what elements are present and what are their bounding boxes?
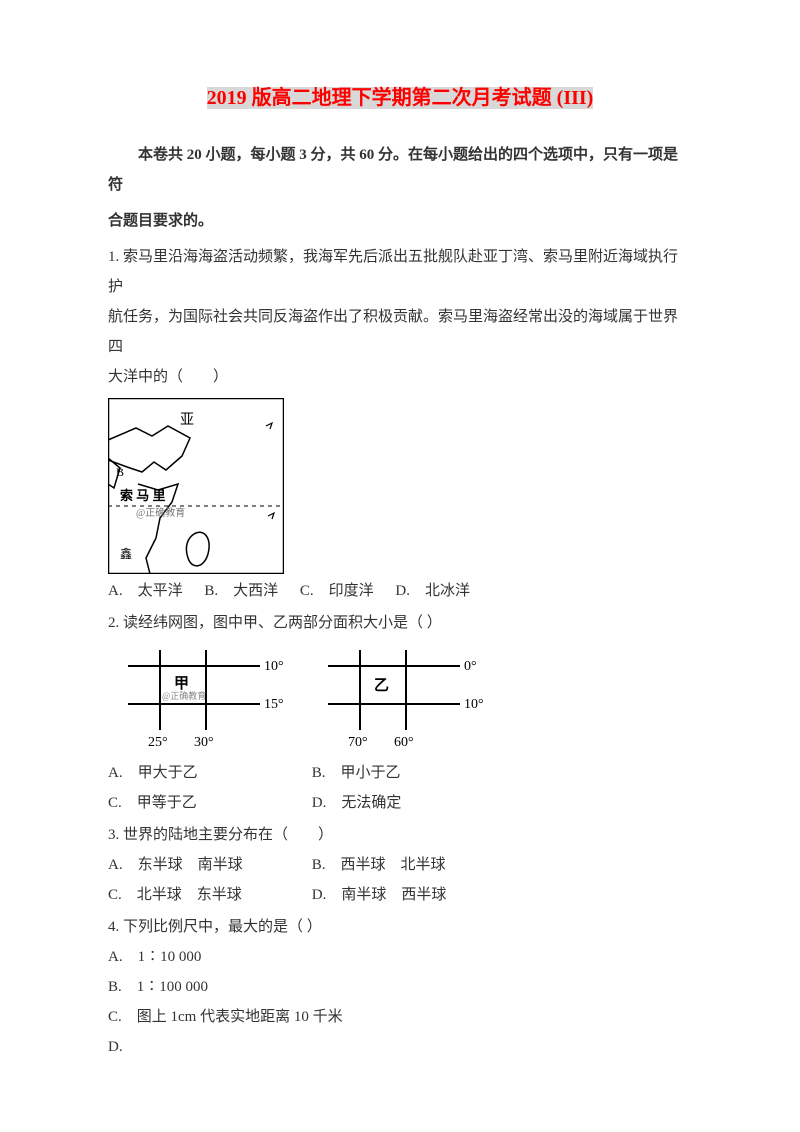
svg-text:10°: 10°	[464, 697, 484, 712]
q2-stem: 2. 读经纬网图，图中甲、乙两部分面积大小是（ ）	[108, 608, 692, 638]
q4-opt-a: A. 1∶10 000	[108, 942, 692, 972]
q1-opt-a: A. 太平洋	[108, 576, 183, 606]
map-svg: B 亚 索 马 里 @正确教育 鑫	[108, 398, 284, 574]
grid-right: 乙 0° 10° 70° 60°	[328, 650, 484, 750]
map-label-somalia: 索 马 里	[120, 488, 166, 503]
q1-opt-b: B. 大西洋	[204, 576, 278, 606]
instructions-line1: 本卷共 20 小题，每小题 3 分，共 60 分。在每小题给出的四个选项中，只有…	[108, 140, 692, 200]
q2-opt-d: D. 无法确定	[312, 788, 402, 818]
svg-text:0°: 0°	[464, 659, 477, 674]
q4-opt-c: C. 图上 1cm 代表实地距离 10 千米	[108, 1002, 692, 1032]
q2-opt-b: B. 甲小于乙	[312, 758, 401, 788]
q1-opt-c: C. 印度洋	[300, 576, 374, 606]
q1-options: A. 太平洋 B. 大西洋 C. 印度洋 D. 北冰洋	[108, 576, 692, 606]
q1-line2: 航任务，为国际社会共同反海盗作出了积极贡献。索马里海盗经常出没的海域属于世界四	[108, 302, 692, 362]
grid-svg: 甲 @正确教育 10° 15° 25° 30° 乙 0° 10° 70° 60°	[108, 644, 488, 754]
q4-opt-d: D.	[108, 1032, 692, 1062]
q3-opt-b: B. 西半球 北半球	[312, 850, 446, 880]
svg-text:30°: 30°	[194, 735, 214, 750]
svg-text:甲: 甲	[174, 675, 189, 692]
q3-stem: 3. 世界的陆地主要分布在（ ）	[108, 820, 692, 850]
title-rest: 版高二地理下学期第二次月考试题 (III)	[247, 87, 594, 109]
q3-opt-d: D. 南半球 西半球	[312, 880, 447, 910]
q1-line1: 1. 索马里沿海海盗活动频繁，我海军先后派出五批舰队赴亚丁湾、索马里附近海域执行…	[108, 242, 692, 302]
grid-left: 甲 @正确教育 10° 15° 25° 30°	[128, 650, 284, 750]
question-1: 1. 索马里沿海海盗活动频繁，我海军先后派出五批舰队赴亚丁湾、索马里附近海域执行…	[108, 242, 692, 606]
q2-opt-c: C. 甲等于乙	[108, 788, 308, 818]
page-title: 2019 版高二地理下学期第二次月考试题 (III)	[108, 78, 692, 118]
svg-text:@正确教育: @正确教育	[162, 690, 206, 701]
q2-opt-a: A. 甲大于乙	[108, 758, 308, 788]
question-2: 2. 读经纬网图，图中甲、乙两部分面积大小是（ ） 甲 @正确教育 10° 15…	[108, 608, 692, 818]
title-year: 2019	[207, 87, 247, 109]
map-watermark: @正确教育	[136, 506, 185, 519]
question-4: 4. 下列比例尺中，最大的是（ ） A. 1∶10 000 B. 1∶100 0…	[108, 912, 692, 1062]
svg-text:鑫: 鑫	[120, 546, 132, 561]
q3-opt-c: C. 北半球 东半球	[108, 880, 308, 910]
q3-opt-a: A. 东半球 南半球	[108, 850, 308, 880]
q3-options: A. 东半球 南半球 B. 西半球 北半球 C. 北半球 东半球 D. 南半球 …	[108, 850, 692, 910]
q1-map: B 亚 索 马 里 @正确教育 鑫	[108, 398, 692, 574]
q4-opt-b: B. 1∶100 000	[108, 972, 692, 1002]
q1-opt-d: D. 北冰洋	[395, 576, 470, 606]
svg-text:15°: 15°	[264, 697, 284, 712]
svg-text:25°: 25°	[148, 735, 168, 750]
svg-text:70°: 70°	[348, 735, 368, 750]
map-label-asia: 亚	[180, 413, 194, 428]
q2-grids: 甲 @正确教育 10° 15° 25° 30° 乙 0° 10° 70° 60°	[108, 644, 692, 754]
svg-text:10°: 10°	[264, 659, 284, 674]
question-3: 3. 世界的陆地主要分布在（ ） A. 东半球 南半球 B. 西半球 北半球 C…	[108, 820, 692, 910]
q2-options: A. 甲大于乙 B. 甲小于乙 C. 甲等于乙 D. 无法确定	[108, 758, 692, 818]
svg-text:60°: 60°	[394, 735, 414, 750]
svg-text:乙: 乙	[374, 678, 389, 694]
instructions-line2: 合题目要求的。	[108, 206, 692, 236]
q1-line3: 大洋中的（ ）	[108, 362, 692, 392]
q4-stem: 4. 下列比例尺中，最大的是（ ）	[108, 912, 692, 942]
map-label-b: B	[116, 465, 124, 479]
